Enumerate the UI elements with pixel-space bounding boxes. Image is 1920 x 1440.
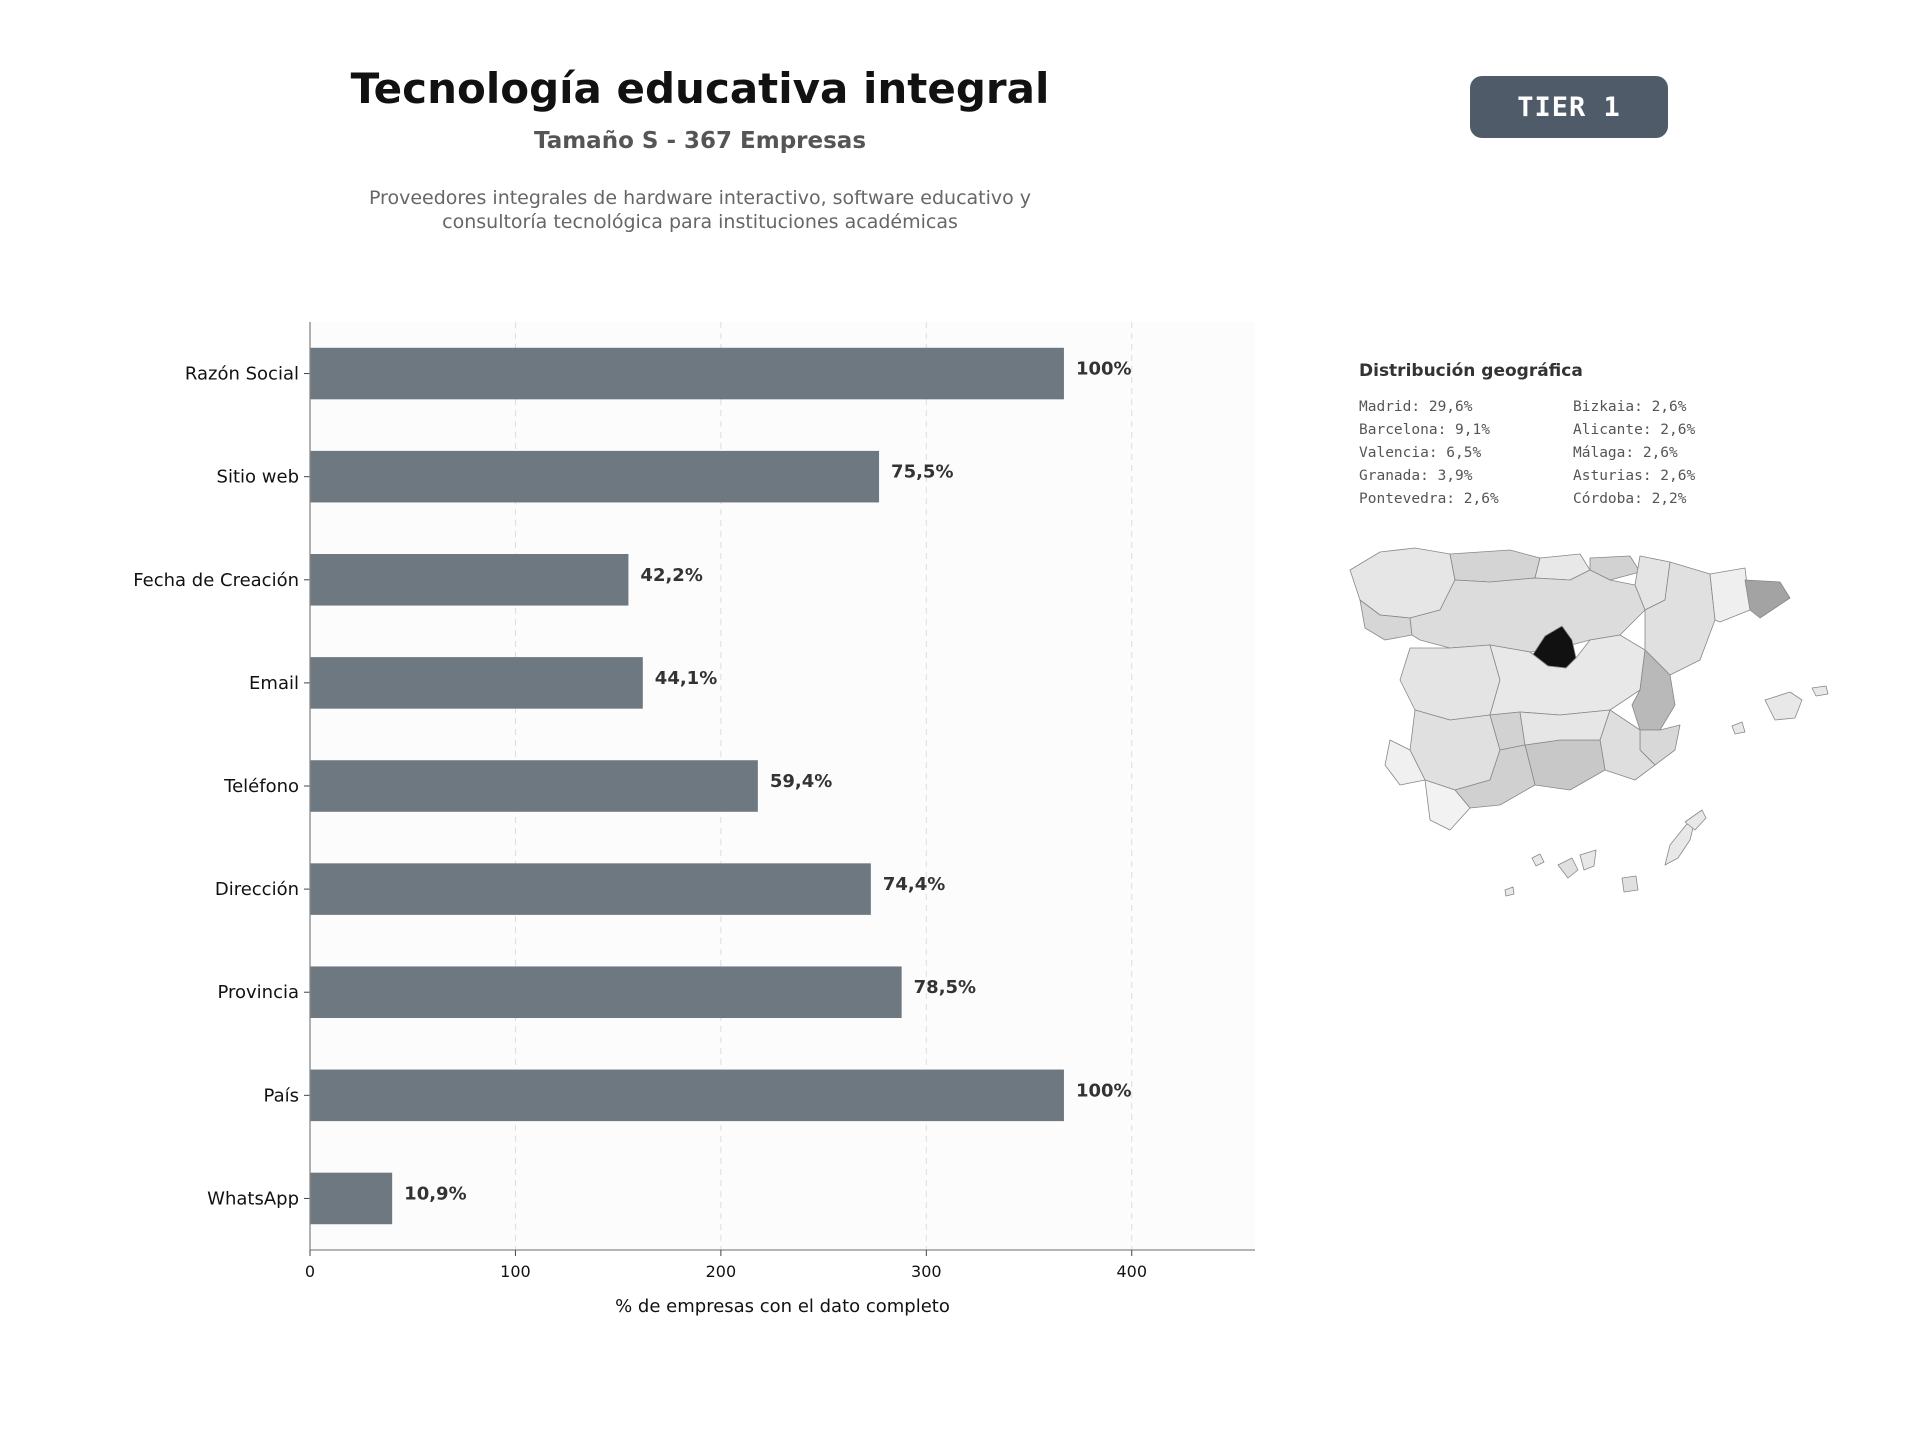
category-label: País bbox=[264, 1085, 299, 1106]
data-label: 42,2% bbox=[640, 565, 702, 586]
category-label: Razón Social bbox=[185, 364, 299, 385]
map-region-cadiz bbox=[1424, 779, 1471, 831]
bar bbox=[310, 863, 871, 915]
geo-entry: Bizkaia: 2,6% bbox=[1573, 399, 1687, 415]
bar bbox=[310, 554, 629, 606]
page-title: Tecnología educativa integral bbox=[350, 64, 1050, 113]
map-region-jaen bbox=[1519, 709, 1611, 746]
category-label: Dirección bbox=[215, 879, 299, 900]
map-region-extremadura bbox=[1399, 644, 1501, 721]
map-region-granada bbox=[1524, 739, 1606, 791]
map-region-ibiza bbox=[1731, 721, 1746, 735]
map-region-canary-4 bbox=[1664, 819, 1696, 866]
data-label: 100% bbox=[1076, 359, 1132, 380]
data-label: 75,5% bbox=[891, 462, 953, 483]
geo-entry: Barcelona: 9,1% bbox=[1359, 422, 1490, 438]
bar bbox=[310, 760, 758, 812]
map-region-canary-6 bbox=[1531, 853, 1545, 867]
x-tick-label: 100 bbox=[500, 1262, 531, 1281]
category-label: Teléfono bbox=[223, 776, 299, 797]
tier-badge: TIER 1 bbox=[1470, 76, 1668, 138]
map-region-canary-5 bbox=[1684, 809, 1707, 831]
geo-entry: Córdoba: 2,2% bbox=[1573, 491, 1687, 507]
geo-entry: Madrid: 29,6% bbox=[1359, 399, 1473, 415]
x-tick-label: 400 bbox=[1116, 1262, 1147, 1281]
x-tick-label: 0 bbox=[305, 1262, 315, 1281]
page-description: Proveedores integrales de hardware inter… bbox=[300, 186, 1100, 234]
spain-province-map bbox=[1349, 547, 1829, 897]
map-region-asturias bbox=[1449, 549, 1541, 583]
description-line-1: Proveedores integrales de hardware inter… bbox=[368, 187, 1032, 209]
data-label: 78,5% bbox=[914, 977, 976, 998]
x-tick-label: 300 bbox=[911, 1262, 942, 1281]
category-label: WhatsApp bbox=[207, 1188, 299, 1209]
data-label: 44,1% bbox=[655, 668, 717, 689]
geo-distribution-list: Madrid: 29,6% Bizkaia: 2,6% Barcelona: 9… bbox=[1359, 399, 1739, 507]
x-axis-label: % de empresas con el dato completo bbox=[615, 1296, 950, 1317]
category-label: Fecha de Creación bbox=[133, 570, 299, 591]
page-subtitle: Tamaño S - 367 Empresas bbox=[533, 128, 867, 154]
data-label: 59,4% bbox=[770, 771, 832, 792]
map-region-canary-1 bbox=[1557, 857, 1579, 879]
map-region-mallorca bbox=[1764, 691, 1803, 721]
map-region-malaga bbox=[1454, 744, 1536, 809]
bar bbox=[310, 966, 902, 1018]
map-region-menorca bbox=[1811, 685, 1829, 697]
x-tick-label: 200 bbox=[706, 1262, 737, 1281]
description-line-2: consultoría tecnológica para institucion… bbox=[442, 211, 958, 233]
geo-entry: Alicante: 2,6% bbox=[1573, 422, 1696, 438]
map-region-barcelona bbox=[1744, 579, 1791, 619]
category-label: Provincia bbox=[217, 982, 299, 1003]
bar bbox=[310, 347, 1064, 400]
bar bbox=[310, 657, 643, 709]
bar bbox=[310, 1172, 393, 1225]
geo-entry: Pontevedra: 2,6% bbox=[1359, 491, 1499, 507]
geo-distribution-title: Distribución geográfica bbox=[1359, 361, 1583, 381]
map-region-huelva bbox=[1384, 739, 1426, 786]
category-label: Sitio web bbox=[217, 467, 299, 488]
geo-entry: Asturias: 2,6% bbox=[1573, 468, 1696, 484]
geo-entry: Granada: 3,9% bbox=[1359, 468, 1473, 484]
data-label: 10,9% bbox=[404, 1183, 466, 1204]
map-region-lleida bbox=[1709, 567, 1751, 623]
geo-entry: Málaga: 2,6% bbox=[1573, 445, 1678, 461]
geo-entry: Valencia: 6,5% bbox=[1359, 445, 1482, 461]
map-region-basque bbox=[1589, 555, 1641, 581]
data-label: 100% bbox=[1076, 1080, 1132, 1101]
bar bbox=[310, 450, 880, 503]
map-region-canary-7 bbox=[1504, 886, 1515, 897]
map-region-canary-3 bbox=[1621, 875, 1639, 893]
data-label: 74,4% bbox=[883, 874, 945, 895]
map-region-canary-2 bbox=[1579, 849, 1597, 871]
bar bbox=[310, 1069, 1064, 1122]
category-label: Email bbox=[249, 673, 299, 694]
